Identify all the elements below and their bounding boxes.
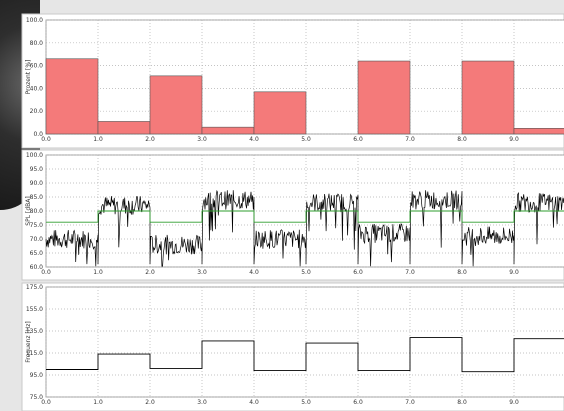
bar	[45, 58, 99, 135]
frequency-step-chart: 0.0 1.0 2.0 3.0 4.0 5.0 6.0 7.0 8.0 9.0 75.0 95.0 11…	[21, 282, 564, 411]
y-tick-label: 70.0	[30, 236, 44, 243]
x-tick-label: 1.0	[93, 399, 103, 406]
y-tick-label: 65.0	[30, 250, 44, 257]
percent-bar-chart: 0.0 1.0 2.0 3.0 4.0 5.0 6.0 7.0 8.0 9.0 0.0 20.0 40.…	[21, 13, 564, 149]
x-tick-label: 5.0	[301, 269, 311, 276]
frequency-step-line	[46, 337, 564, 373]
x-tick-label: 0.0	[41, 136, 51, 143]
x-tick-label: 0.0	[41, 269, 51, 276]
y-tick-label: 60.0	[30, 264, 44, 271]
x-tick-label: 3.0	[197, 269, 207, 276]
x-tick-label: 2.0	[145, 399, 155, 406]
y-axis-label: Prozent [%]	[25, 60, 32, 95]
y-tick-label: 135.0	[26, 328, 43, 335]
y-tick-label: 0.0	[33, 131, 43, 138]
x-tick-label: 7.0	[405, 269, 415, 276]
y-tick-label: 95.0	[30, 372, 44, 379]
x-tick-label: 9.0	[509, 399, 519, 406]
x-tick-label: 0.0	[41, 399, 51, 406]
x-tick-label: 3.0	[197, 136, 207, 143]
x-tick-label: 5.0	[301, 136, 311, 143]
y-tick-label: 90.0	[30, 180, 44, 187]
bar	[253, 91, 307, 135]
y-axis-label: Frequenz [Hz]	[25, 321, 32, 363]
y-tick-label: 75.0	[30, 222, 44, 229]
x-tick-label: 8.0	[457, 399, 467, 406]
plot-area	[45, 286, 564, 398]
bar	[201, 126, 255, 135]
y-tick-label: 75.0	[30, 394, 44, 401]
y-axis-label: SPL [dBA]	[25, 196, 32, 225]
y-tick-label: 85.0	[30, 194, 44, 201]
bar	[357, 60, 411, 135]
bar	[461, 60, 515, 135]
y-tick-label: 155.0	[26, 306, 43, 313]
x-tick-label: 6.0	[353, 269, 363, 276]
y-tick-label: 80.0	[30, 208, 44, 215]
y-tick-label: 100.0	[26, 17, 43, 24]
x-tick-label: 7.0	[405, 399, 415, 406]
bar	[97, 121, 151, 135]
x-tick-label: 2.0	[145, 136, 155, 143]
x-tick-label: 1.0	[93, 136, 103, 143]
x-tick-label: 9.0	[509, 136, 519, 143]
y-tick-label: 60.0	[30, 63, 44, 70]
spl-line-chart: 0.0 1.0 2.0 3.0 4.0 5.0 6.0 7.0 8.0 9.0 60.0 65.0 70…	[21, 149, 564, 281]
bar	[513, 128, 564, 135]
x-tick-label: 2.0	[145, 269, 155, 276]
x-tick-label: 8.0	[457, 136, 467, 143]
x-tick-label: 4.0	[249, 399, 259, 406]
spl-measured-line	[45, 189, 564, 267]
x-tick-label: 6.0	[353, 399, 363, 406]
y-tick-label: 40.0	[30, 85, 44, 92]
y-tick-label: 115.0	[26, 350, 43, 357]
x-tick-label: 7.0	[405, 136, 415, 143]
x-tick-label: 5.0	[301, 399, 311, 406]
x-tick-label: 1.0	[93, 269, 103, 276]
y-tick-label: 175.0	[26, 284, 43, 291]
y-tick-label: 80.0	[30, 40, 44, 47]
x-tick-label: 6.0	[353, 136, 363, 143]
x-tick-label: 4.0	[249, 269, 259, 276]
x-tick-label: 9.0	[509, 269, 519, 276]
spl-reference-line	[46, 210, 564, 223]
y-tick-label: 95.0	[30, 166, 44, 173]
x-tick-label: 8.0	[457, 269, 467, 276]
y-tick-label: 20.0	[30, 108, 44, 115]
x-tick-label: 4.0	[249, 136, 259, 143]
bar	[149, 75, 203, 135]
y-tick-label: 100.0	[26, 152, 43, 159]
x-tick-label: 3.0	[197, 399, 207, 406]
